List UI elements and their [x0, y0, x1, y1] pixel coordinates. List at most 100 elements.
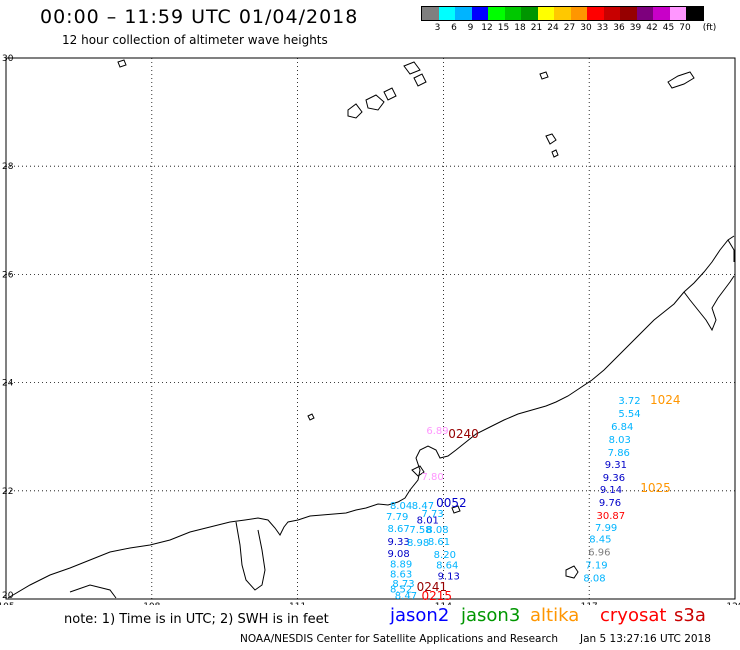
- longitude-label: 114: [435, 602, 452, 605]
- legend-swatch: [455, 7, 472, 20]
- wave-height-value: 7.80: [422, 472, 444, 483]
- legend-swatch: [570, 7, 587, 20]
- longitude-label: 105: [0, 602, 15, 605]
- wave-height-value: 7.79: [386, 512, 408, 523]
- latitude-label: 22: [2, 487, 13, 497]
- legend-label: 3: [434, 23, 441, 33]
- legend-label: 42: [646, 23, 658, 33]
- coastline-mainland: [7, 235, 735, 599]
- wave-height-value: 9.31: [605, 460, 627, 471]
- wave-height-value: 8.47: [412, 501, 434, 512]
- longitude-label: 108: [143, 602, 160, 605]
- wave-height-value: 8.64: [436, 561, 458, 572]
- legend-swatch: [620, 7, 637, 20]
- pass-time-label: 1025: [640, 481, 671, 495]
- coastline-leizhou-peninsula: [235, 521, 266, 591]
- wave-height-value: 8.47: [395, 591, 417, 602]
- pass-time-label: 0215: [422, 589, 453, 603]
- latitude-label: 28: [2, 162, 14, 172]
- legend-swatch: [438, 7, 455, 20]
- japan-islands-4: [403, 61, 421, 75]
- wave-height-map: 105 108 111 114 117 120 20 22 24 26 28 30 3.72 5.54 6…: [0, 54, 740, 605]
- legend-swatch: [537, 7, 554, 20]
- wave-height-value: 8.20: [434, 550, 456, 561]
- wave-height-value: 7.19: [585, 561, 607, 572]
- japan-islands-2: [365, 94, 385, 111]
- legend-label: 15: [497, 23, 510, 33]
- footnote: note: 1) Time is in UTC; 2) SWH is in fe…: [64, 612, 329, 627]
- longitude-label: 117: [581, 602, 598, 605]
- legend-labels: 3 6 9 12 15 18 21 24 27 30 33 36 39 42 45 70 (ft): [421, 23, 717, 35]
- ryukyu-island-1: [539, 71, 549, 80]
- satellite-label-cryosat: cryosat: [600, 605, 667, 626]
- legend-label: 24: [547, 23, 559, 33]
- japan-islands-1: [347, 103, 363, 119]
- map-gridlines: [6, 58, 735, 599]
- legend-swatch: [587, 7, 604, 20]
- legend-label: 18: [514, 23, 526, 33]
- legend-unit: (ft): [702, 23, 717, 33]
- ryukyu-island-4: [667, 71, 695, 89]
- legend-swatch: [636, 7, 653, 20]
- wave-height-value: 9.14: [600, 485, 622, 496]
- wave-height-value: 6.96: [588, 548, 610, 559]
- ryukyu-island-6: [307, 413, 315, 421]
- latitude-label: 30: [2, 54, 14, 64]
- longitude-label: 120: [726, 602, 740, 605]
- wave-height-value: 3.72: [618, 396, 640, 407]
- legend-label: 39: [629, 23, 642, 33]
- wave-height-value: 8.04: [390, 501, 412, 512]
- legend-swatch: [554, 7, 571, 20]
- wave-height-value: 8.89: [390, 560, 412, 571]
- wave-height-value: 7.73: [422, 509, 444, 520]
- legend-label: 30: [580, 23, 592, 33]
- legend-swatch: [669, 7, 686, 20]
- pass-time-label: 0052: [436, 496, 467, 510]
- wave-height-value: 8.45: [589, 535, 611, 546]
- pass-time-label: 0241: [417, 580, 448, 594]
- legend-label: 27: [563, 23, 576, 33]
- legend-label: 6: [451, 23, 457, 33]
- ryukyu-island-3: [551, 149, 559, 158]
- wave-height-value: 5.54: [618, 409, 640, 420]
- wave-height-value: 9.13: [438, 572, 460, 583]
- generation-time: Jan 5 13:27:16 UTC 2018: [580, 633, 711, 645]
- legend-label: 36: [613, 23, 625, 33]
- latitude-label: 20: [2, 591, 14, 601]
- pass-time-label: 0240: [448, 427, 479, 441]
- wave-height-value: 8.61: [428, 537, 450, 548]
- wave-height-value: 8.98: [407, 538, 429, 549]
- legend-label: 45: [662, 23, 675, 33]
- map-frame: [5, 57, 736, 600]
- legend-swatch: [471, 7, 488, 20]
- legend-swatch: [686, 7, 703, 20]
- legend-swatch: [488, 7, 505, 20]
- wave-height-value: 8.67: [388, 524, 410, 535]
- map-title: 00:00 – 11:59 UTC 01/04/2018: [40, 6, 359, 28]
- ryukyu-island-5: [117, 59, 127, 68]
- credit-line: NOAA/NESDIS Center for Satellite Applica…: [240, 633, 558, 645]
- coastline-shore-detail: [683, 275, 735, 332]
- legend-label: 70: [679, 23, 691, 33]
- longitude-label: 111: [289, 602, 306, 605]
- wave-height-value: 8.03: [609, 435, 631, 446]
- wave-height-value: 30.87: [596, 511, 625, 522]
- legend-swatch: [653, 7, 670, 20]
- wave-height-observations: 3.72 5.54 6.84 8.03 7.869.31 9.369.14 9.76 30.8…: [386, 396, 641, 602]
- wave-height-value: 6.89: [426, 426, 448, 437]
- latitude-label: 26: [2, 270, 14, 280]
- pass-time-label: 1024: [650, 393, 681, 407]
- coastline: [7, 59, 735, 599]
- wave-height-value: 8.73: [392, 579, 414, 590]
- legend-label: 21: [530, 23, 543, 33]
- japan-islands-3: [383, 87, 397, 101]
- legend-swatches: [421, 6, 704, 21]
- island-hainan-edge: [69, 584, 117, 599]
- wave-height-value: 9.76: [599, 498, 621, 509]
- wave-height-value: 9.33: [388, 537, 410, 548]
- legend-label: 33: [596, 23, 609, 33]
- wave-height-value: 7.58: [409, 525, 431, 536]
- satellite-label-s3a: s3a: [674, 605, 706, 626]
- wave-height-value: 9.08: [388, 549, 410, 560]
